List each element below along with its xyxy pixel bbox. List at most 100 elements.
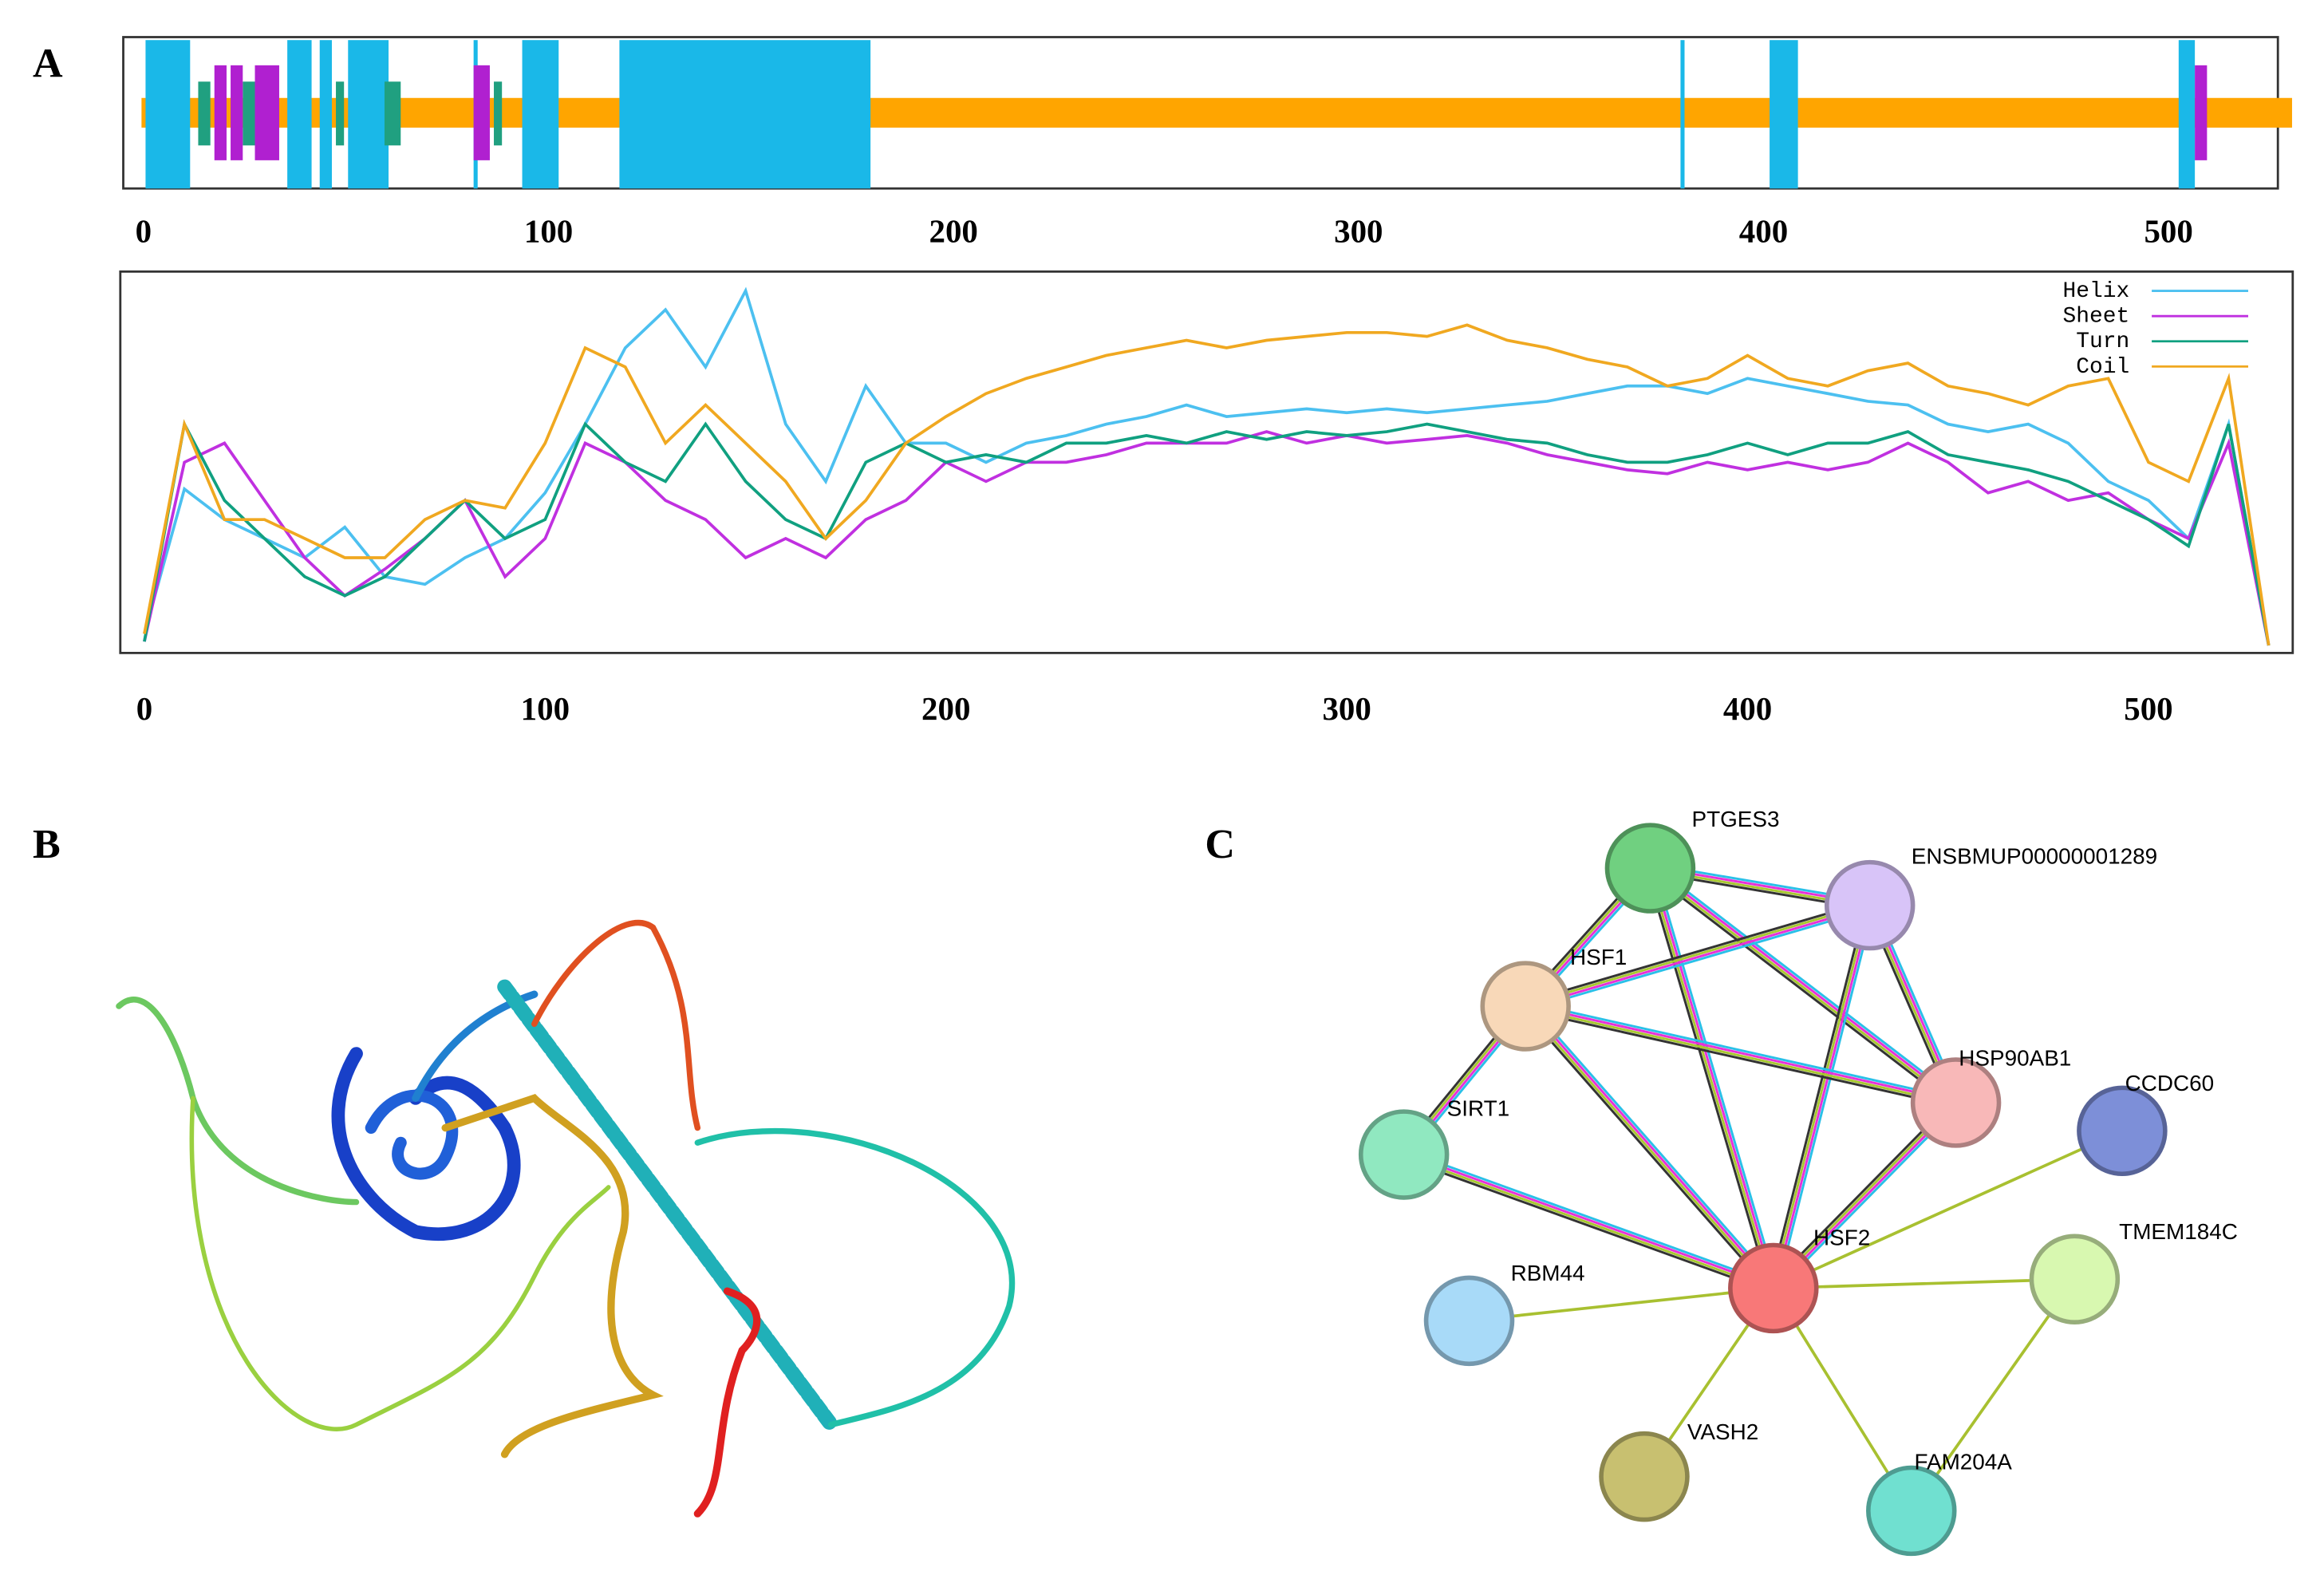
network-edge <box>1647 868 1774 1289</box>
sheet-region <box>2195 65 2208 160</box>
network-edge <box>1523 1006 1774 1290</box>
network-edge <box>1647 870 1955 1107</box>
network-edge <box>1404 1149 1776 1286</box>
series-line <box>143 419 2271 646</box>
network-node <box>1599 1431 1690 1522</box>
plot-frame <box>119 270 2294 654</box>
network-node <box>1866 1465 1957 1557</box>
node-label: VASH2 <box>1687 1419 1758 1444</box>
network-edge <box>1770 904 1870 1289</box>
helix-region <box>287 40 312 189</box>
x-tick-label: 100 <box>524 213 573 249</box>
sheet-region <box>231 65 243 160</box>
node-outline <box>1910 1057 2002 1148</box>
protein-structure <box>116 919 1016 1518</box>
helix-region <box>348 40 389 189</box>
node-outline <box>1604 823 1696 914</box>
node-outline <box>1866 1465 1957 1557</box>
helix-region <box>619 40 871 189</box>
node-label: HSF1 <box>1570 945 1627 969</box>
turn-region <box>243 81 255 146</box>
node-label: ENSBMUP00000001289 <box>1912 843 2157 868</box>
helix-region <box>522 40 559 189</box>
network-node <box>1728 1242 1819 1334</box>
network-edge <box>1776 906 1876 1290</box>
x-tick-label: 0 <box>136 691 152 727</box>
node-outline <box>1728 1242 1819 1334</box>
network-node <box>2077 1085 2168 1177</box>
node-label: PTGES3 <box>1692 807 1780 831</box>
x-tick-label: 200 <box>921 691 970 727</box>
network-node <box>1604 823 1696 914</box>
x-tick-label: 200 <box>929 213 978 249</box>
x-tick-label: 500 <box>2144 213 2192 249</box>
node-label: HSP90AB1 <box>1959 1045 2071 1070</box>
node-outline <box>2029 1234 2121 1325</box>
network-edge <box>1524 1009 1955 1108</box>
node-outline <box>1599 1431 1690 1522</box>
network-edges <box>1399 863 2123 1512</box>
network-edge <box>1773 905 1872 1289</box>
network-edge <box>1645 869 1771 1290</box>
network-edge <box>1525 905 1871 1009</box>
panel-label: B <box>33 822 61 867</box>
network-node <box>1358 1109 1450 1200</box>
panel-label: A <box>33 41 63 87</box>
network-node <box>1824 859 1916 951</box>
network-node <box>1423 1275 1515 1367</box>
turn-region <box>198 81 211 146</box>
network-edge <box>1651 863 1959 1101</box>
network-edge <box>1402 1157 1773 1293</box>
network-edge <box>1403 1155 1774 1291</box>
network-edge <box>1768 903 1868 1288</box>
coil-strand <box>694 1127 1016 1428</box>
turn-region <box>494 81 503 146</box>
x-tick-label: 100 <box>521 691 570 727</box>
series-line <box>143 286 2271 646</box>
network-edge <box>1652 866 1779 1288</box>
coil-strand <box>693 1287 761 1518</box>
node-label: TMEM184C <box>2119 1219 2238 1244</box>
network-edge <box>1525 1006 1956 1106</box>
x-tick-label: 500 <box>2124 691 2172 727</box>
network-edge <box>1525 902 1870 1006</box>
network-edge <box>1526 907 1872 1012</box>
legend-label: Sheet <box>2063 305 2130 330</box>
node-outline <box>1824 859 1916 951</box>
helix-region <box>1680 40 1685 189</box>
x-tick-label: 400 <box>1739 213 1788 249</box>
helix-domain <box>331 1047 521 1241</box>
node-label: CCDC60 <box>2125 1071 2215 1095</box>
network-edge <box>1910 1278 2076 1512</box>
sheet-region <box>473 65 490 160</box>
network-edge <box>1650 866 1958 1103</box>
helix-region <box>145 40 191 189</box>
network-edge <box>1524 900 1869 1004</box>
node-label: HSF2 <box>1813 1226 1870 1250</box>
x-tick-label: 300 <box>1334 213 1383 249</box>
panel-label: C <box>1205 822 1235 867</box>
turn-region <box>336 81 345 146</box>
legend-label: Helix <box>2063 279 2130 304</box>
network-edge <box>1773 1129 2123 1290</box>
node-label: FAM204A <box>1915 1449 2013 1474</box>
x-tick-label: 400 <box>1723 691 1772 727</box>
turn-region <box>384 81 401 146</box>
node-outline <box>1358 1109 1450 1200</box>
helix-region <box>1770 40 1798 189</box>
x-tick-label: 300 <box>1322 691 1371 727</box>
x-tick-label: 0 <box>136 213 152 249</box>
coil-strand <box>116 997 360 1206</box>
node-label: SIRT1 <box>1447 1096 1510 1121</box>
series-line <box>143 323 2271 646</box>
network-edge <box>1527 1002 1778 1287</box>
network-edge <box>1525 1003 1957 1103</box>
node-outline <box>2077 1085 2168 1177</box>
coil-region <box>141 97 2292 128</box>
node-outline <box>1480 961 1571 1052</box>
long-helix <box>497 979 839 1432</box>
helix-region <box>319 40 332 189</box>
coil-strand <box>441 1094 664 1459</box>
